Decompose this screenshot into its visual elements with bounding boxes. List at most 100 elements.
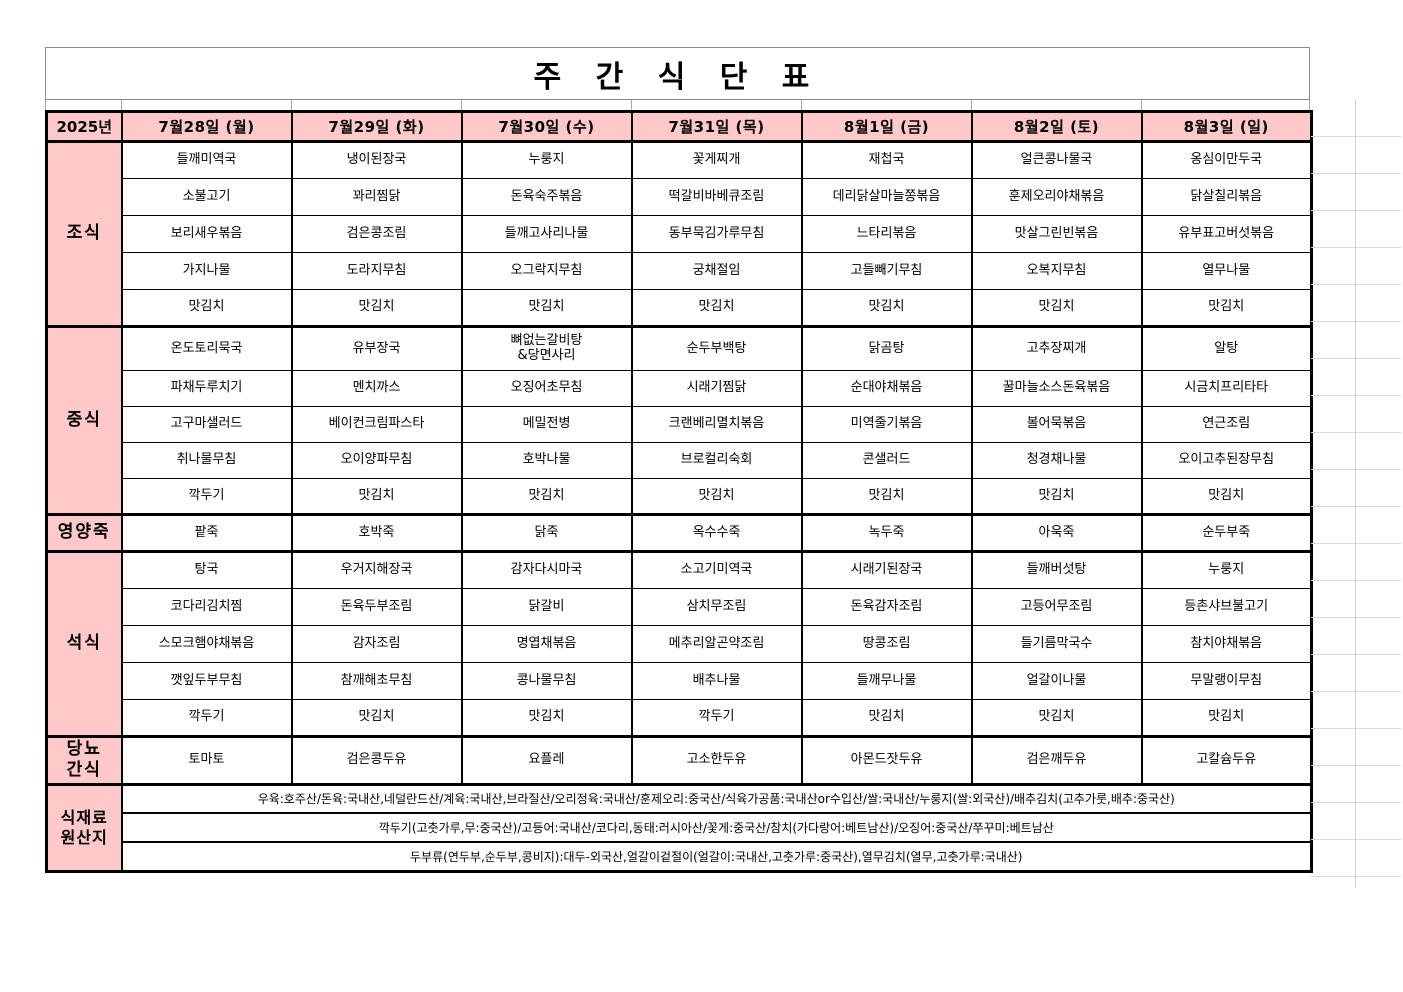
menu-cell: 떡갈비바베큐조림 [630, 178, 803, 216]
day-header: 8월3일 (일) [1140, 110, 1313, 143]
menu-cell: 오그락지무침 [460, 252, 633, 290]
table-row: 깻잎두부무침 참깨해초무침 콩나물무침 배추나물 들깨무나물 얼갈이나물 무말랭이무침 [47, 662, 1313, 700]
menu-cell: 맛김치 [460, 289, 633, 327]
menu-cell: 맛김치 [630, 289, 803, 327]
menu-cell: 뼈없는갈비탕 &당면사리 [460, 325, 633, 371]
menu-cell: 순두부백탕 [630, 325, 803, 371]
menu-cell: 맛김치 [970, 699, 1143, 737]
day-header: 8월2일 (토) [970, 110, 1143, 143]
gridline-vertical [1355, 100, 1356, 888]
menu-cell: 탕국 [120, 550, 293, 589]
page-title: 주 간 식 단 표 [45, 47, 1310, 100]
menu-cell: 옥수수죽 [630, 513, 803, 552]
menu-cell: 호박나물 [460, 442, 633, 479]
menu-cell: 연근조림 [1140, 406, 1313, 443]
menu-cell: 맛김치 [800, 699, 973, 737]
day-header: 7월28일 (월) [120, 110, 293, 143]
menu-cell: 소고기미역국 [630, 550, 803, 589]
table-row: 영양죽 팥죽 호박죽 닭죽 옥수수죽 녹두죽 아욱죽 순두부죽 [45, 513, 1313, 552]
menu-cell: 고추장찌개 [970, 325, 1143, 371]
menu-cell: 유부장국 [290, 325, 463, 371]
section-label-breakfast: 조식 [45, 140, 123, 327]
menu-cell: 오복지무침 [970, 252, 1143, 290]
menu-cell: 얼갈이나물 [970, 662, 1143, 700]
menu-cell: 가지나물 [120, 252, 293, 290]
menu-cell: 스모크햄야채볶음 [120, 625, 293, 663]
table-row: 식재료 원산지 우육:호주산/돈육:국내산,네덜란드산/계육:국내산,브라질산/오… [45, 782, 1313, 872]
section-label-dinner: 석식 [45, 550, 123, 737]
menu-cell: 꽈리찜닭 [290, 178, 463, 216]
menu-cell: 검은콩조림 [290, 215, 463, 253]
menu-cell: 오이고추된장무침 [1140, 442, 1313, 479]
menu-cell: 닭살칠리볶음 [1140, 178, 1313, 216]
menu-cell: 누룽지 [1140, 550, 1313, 589]
menu-cell: 무말랭이무침 [1140, 662, 1313, 700]
menu-cell: 맛김치 [800, 289, 973, 327]
header-row: 2025년 7월28일 (월) 7월29일 (화) 7월30일 (수) 7월31일 (목… [45, 110, 1313, 143]
menu-cell: 고들빼기무침 [800, 252, 973, 290]
menu-cell: 온도토리묵국 [120, 325, 293, 371]
menu-cell: 볼어묵볶음 [970, 406, 1143, 443]
menu-cell: 배추나물 [630, 662, 803, 700]
menu-cell: 취나물무침 [120, 442, 293, 479]
section-label-origin: 식재료 원산지 [45, 782, 123, 872]
menu-cell: 닭곰탕 [800, 325, 973, 371]
table-row: 파채두루치기 멘치까스 오징어초무침 시래기찜닭 순대야채볶음 꿀마늘소스돈육볶음 시금치프… [47, 370, 1313, 407]
gridline-gap [45, 100, 1311, 110]
menu-cell: 꿀마늘소스돈육볶음 [970, 370, 1143, 407]
table-row: 취나물무침 오이양파무침 호박나물 브로컬리숙회 콘샐러드 청경채나물 오이고추된장무침 [47, 442, 1313, 479]
menu-cell: 우거지해장국 [290, 550, 463, 589]
menu-cell: 맛김치 [1140, 289, 1313, 327]
menu-cell: 검은콩두유 [290, 735, 463, 785]
menu-cell: 동부묵김가루무침 [630, 215, 803, 253]
menu-cell: 맛김치 [460, 699, 633, 737]
menu-cell: 궁채절임 [630, 252, 803, 290]
table-row: 맛김치 맛김치 맛김치 맛김치 맛김치 맛김치 맛김치 [47, 289, 1313, 327]
day-header: 7월30일 (수) [460, 110, 633, 143]
menu-cell: 시금치프리타타 [1140, 370, 1313, 407]
menu-cell: 맛김치 [800, 478, 973, 515]
table-row: 코다리김치찜 돈육두부조림 닭갈비 삼치무조림 돈육감자조림 고등어무조림 등촌샤브불고기 [47, 588, 1313, 626]
day-header: 8월1일 (금) [800, 110, 973, 143]
menu-cell: 도라지무침 [290, 252, 463, 290]
table-row: 고구마샐러드 베이컨크림파스타 메밀전병 크랜베리멸치볶음 미역줄기볶음 볼어묵볶음 연근조… [47, 406, 1313, 443]
gridlines-right [1311, 100, 1401, 888]
menu-cell: 시래기찜닭 [630, 370, 803, 407]
menu-cell: 시래기된장국 [800, 550, 973, 589]
table-row: 소불고기 꽈리찜닭 돈육숙주볶음 떡갈비바베큐조림 데리닭살마늘쫑볶음 훈제오리야채볶음 닭… [47, 178, 1313, 216]
menu-cell: 들깨미역국 [120, 140, 293, 179]
menu-cell: 깍두기 [630, 699, 803, 737]
menu-cell: 명엽채볶음 [460, 625, 633, 663]
day-header: 7월31일 (목) [630, 110, 803, 143]
menu-cell: 맛김치 [120, 289, 293, 327]
menu-cell: 깻잎두부무침 [120, 662, 293, 700]
menu-cell: 참깨해초무침 [290, 662, 463, 700]
menu-cell: 맛김치 [970, 289, 1143, 327]
menu-cell: 오징어초무침 [460, 370, 633, 407]
menu-cell: 냉이된장국 [290, 140, 463, 179]
menu-cell: 오이양파무침 [290, 442, 463, 479]
menu-cell: 데리닭살마늘쫑볶음 [800, 178, 973, 216]
menu-cell: 순대야채볶음 [800, 370, 973, 407]
menu-cell: 닭갈비 [460, 588, 633, 626]
table-row: 깍두기 맛김치 맛김치 맛김치 맛김치 맛김치 맛김치 [47, 478, 1313, 515]
menu-cell: 콘샐러드 [800, 442, 973, 479]
origin-line: 두부류(연두부,순두부,콩비지):대두-외국산,얼갈이겉절이(얼갈이:국내산,고… [120, 841, 1313, 872]
menu-cell: 등촌샤브불고기 [1140, 588, 1313, 626]
year-label-cell: 2025년 [45, 110, 123, 143]
menu-cell: 맛김치 [970, 478, 1143, 515]
menu-cell: 메추리알곤약조림 [630, 625, 803, 663]
table-row: 깍두기(고춧가루,무:중국산)/고등어:국내산/코다리,동태:러시아산/꽃게:중… [47, 812, 1313, 843]
menu-cell: 소불고기 [120, 178, 293, 216]
menu-cell: 아몬드잣두유 [800, 735, 973, 785]
menu-cell: 고칼슘두유 [1140, 735, 1313, 785]
menu-cell: 맛김치 [290, 478, 463, 515]
menu-cell: 보리새우볶음 [120, 215, 293, 253]
menu-cell: 맛김치 [1140, 478, 1313, 515]
menu-cell: 브로컬리숙회 [630, 442, 803, 479]
menu-cell: 검은깨두유 [970, 735, 1143, 785]
menu-cell: 고구마샐러드 [120, 406, 293, 443]
section-label-lunch: 중식 [45, 325, 123, 515]
menu-cell: 팥죽 [120, 513, 293, 552]
